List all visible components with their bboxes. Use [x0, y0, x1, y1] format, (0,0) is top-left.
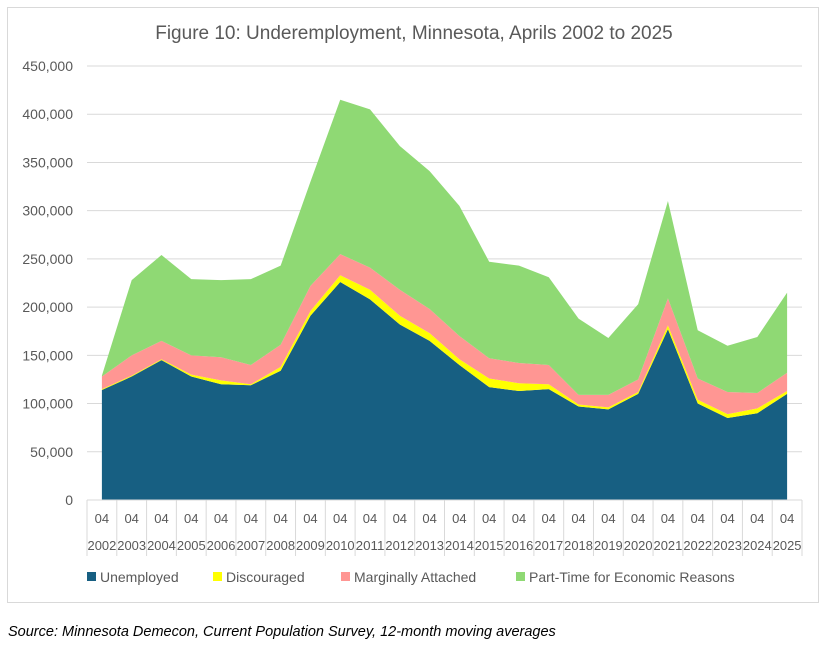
- area-part-time-for-economic-reasons: [101, 99, 788, 395]
- x-tick-month: 04: [214, 511, 228, 526]
- y-tick-label: 200,000: [22, 299, 73, 315]
- x-tick-month: 04: [601, 511, 615, 526]
- x-tick-year: 2021: [654, 539, 683, 553]
- x-tick-month: 04: [452, 511, 466, 526]
- x-tick-year: 2004: [147, 539, 176, 553]
- chart-frame: [7, 7, 819, 603]
- x-tick-month: 04: [273, 511, 287, 526]
- legend-swatch: [341, 572, 350, 581]
- x-tick-month: 04: [363, 511, 377, 526]
- x-tick-month: 04: [690, 511, 704, 526]
- y-tick-label: 100,000: [22, 396, 73, 412]
- legend-swatch: [213, 572, 222, 581]
- legend-label: Part-Time for Economic Reasons: [529, 569, 735, 585]
- legend-label: Discouraged: [226, 569, 305, 585]
- x-tick-year: 2014: [445, 539, 474, 553]
- x-tick-year: 2024: [743, 539, 772, 553]
- x-tick-year: 2008: [266, 539, 295, 553]
- x-tick-year: 2009: [296, 539, 325, 553]
- area-discouraged: [101, 275, 788, 419]
- y-tick-label: 300,000: [22, 203, 73, 219]
- x-tick-month: 04: [333, 511, 347, 526]
- x-tick-year: 2017: [534, 539, 563, 553]
- legend-swatch: [516, 572, 525, 581]
- x-tick-year: 2019: [594, 539, 623, 553]
- x-tick-month: 04: [393, 511, 407, 526]
- y-tick-label: 0: [65, 492, 73, 508]
- y-tick-label: 50,000: [30, 444, 73, 460]
- x-tick-year: 2007: [236, 539, 265, 553]
- x-tick-month: 04: [422, 511, 436, 526]
- x-tick-month: 04: [184, 511, 198, 526]
- chart-title: Figure 10: Underemployment, Minnesota, A…: [155, 23, 673, 44]
- x-tick-month: 04: [124, 511, 138, 526]
- x-tick-month: 04: [750, 511, 764, 526]
- x-tick-month: 04: [154, 511, 168, 526]
- x-tick-year: 2013: [415, 539, 444, 553]
- area-marginally-attached: [101, 254, 788, 415]
- x-tick-month: 04: [542, 511, 556, 526]
- x-tick-year: 2012: [385, 539, 414, 553]
- x-tick-year: 2016: [505, 539, 534, 553]
- x-tick-month: 04: [631, 511, 645, 526]
- x-tick-month: 04: [482, 511, 496, 526]
- y-tick-label: 450,000: [22, 58, 73, 74]
- x-tick-year: 2025: [773, 539, 802, 553]
- y-tick-label: 250,000: [22, 251, 73, 267]
- x-tick-month: 04: [661, 511, 675, 526]
- x-tick-year: 2003: [117, 539, 146, 553]
- x-tick-year: 2010: [326, 539, 355, 553]
- x-tick-year: 2002: [88, 539, 117, 553]
- x-tick-month: 04: [303, 511, 317, 526]
- x-tick-year: 2006: [207, 539, 236, 553]
- legend-swatch: [87, 572, 96, 581]
- area-unemployed: [101, 282, 788, 500]
- source-note: Source: Minnesota Demecon, Current Popul…: [8, 624, 556, 640]
- x-tick-year: 2023: [713, 539, 742, 553]
- y-tick-label: 400,000: [22, 106, 73, 122]
- legend-label: Marginally Attached: [354, 569, 476, 585]
- y-tick-label: 150,000: [22, 347, 73, 363]
- x-tick-month: 04: [571, 511, 585, 526]
- legend-label: Unemployed: [100, 569, 179, 585]
- x-tick-month: 04: [780, 511, 794, 526]
- x-tick-month: 04: [512, 511, 526, 526]
- x-tick-month: 04: [244, 511, 258, 526]
- x-tick-year: 2020: [624, 539, 653, 553]
- x-tick-year: 2015: [475, 539, 504, 553]
- x-tick-year: 2022: [683, 539, 712, 553]
- y-tick-label: 350,000: [22, 154, 73, 170]
- x-tick-year: 2018: [564, 539, 593, 553]
- x-tick-year: 2011: [356, 539, 385, 553]
- x-tick-month: 04: [720, 511, 734, 526]
- x-tick-month: 04: [95, 511, 109, 526]
- x-tick-year: 2005: [177, 539, 206, 553]
